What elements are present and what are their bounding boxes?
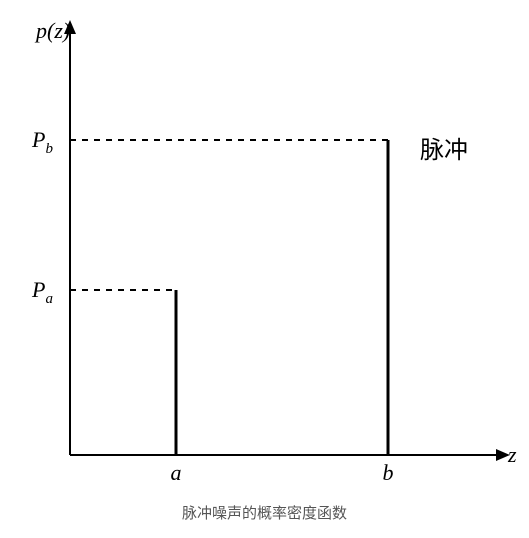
- tick-pb: Pb: [31, 127, 53, 157]
- caption-text: 脉冲噪声的概率密度函数: [182, 506, 347, 522]
- tick-b: b: [383, 460, 394, 485]
- chart-svg: p(z) z a b Pa Pb 脉冲: [0, 0, 529, 538]
- inline-label: 脉冲: [420, 137, 468, 164]
- tick-pa-main: P: [31, 277, 45, 302]
- tick-pb-sub: b: [45, 141, 53, 157]
- pdf-chart: p(z) z a b Pa Pb 脉冲 脉冲噪声的概率密度函数: [0, 0, 529, 538]
- chart-caption: 脉冲噪声的概率密度函数: [0, 502, 529, 523]
- tick-pa: Pa: [31, 277, 53, 307]
- tick-a: a: [171, 460, 182, 485]
- tick-pa-sub: a: [45, 291, 53, 307]
- x-axis-label: z: [507, 442, 517, 467]
- tick-pb-main: P: [31, 127, 45, 152]
- y-axis-label: p(z): [34, 18, 70, 43]
